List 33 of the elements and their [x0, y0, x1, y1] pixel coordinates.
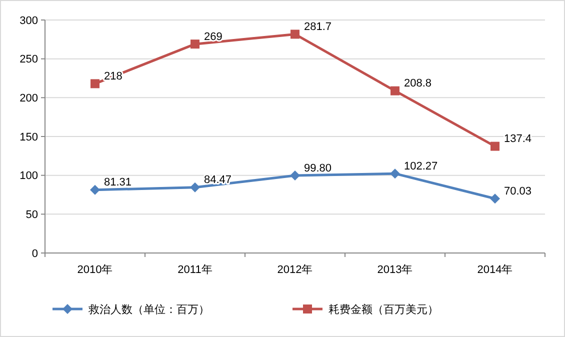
- point: [490, 194, 500, 204]
- y-tick-label: 200: [20, 92, 38, 105]
- point: [490, 142, 500, 151]
- y-tick-label: 150: [20, 131, 38, 144]
- point: [290, 170, 300, 180]
- y-tick-label: 300: [20, 14, 38, 27]
- point: [90, 79, 100, 88]
- data-label: 137.4: [504, 133, 532, 146]
- legend-label: 耗费金额（百万美元）: [328, 302, 438, 316]
- x-tick-label: 2013年: [377, 264, 413, 276]
- x-tick-label: 2012年: [277, 264, 313, 276]
- x-tick-label: 2014年: [477, 264, 513, 276]
- data-label: 81.31: [104, 176, 132, 189]
- x-tick-label: 2010年: [77, 264, 113, 276]
- point: [390, 168, 400, 179]
- y-tick-label: 100: [20, 170, 38, 182]
- data-label: 269: [204, 30, 222, 43]
- data-label: 281.7: [304, 21, 332, 34]
- point: [290, 30, 300, 39]
- point: [390, 86, 400, 96]
- y-tick-label: 0: [32, 248, 38, 260]
- point: [90, 184, 100, 195]
- legend-label: 救治人数（单位：百万）: [88, 302, 210, 316]
- data-label: 70.03: [504, 185, 532, 198]
- y-tick-label: 250: [20, 54, 38, 66]
- data-label: 99.80: [304, 162, 332, 174]
- data-label: 208.8: [404, 78, 432, 90]
- y-tick-label: 50: [26, 209, 38, 222]
- point: [190, 40, 200, 49]
- x-tick-label: 2011年: [178, 264, 212, 276]
- point: [190, 182, 200, 192]
- data-label: 84.47: [204, 174, 232, 186]
- data-label: 102.27: [404, 160, 438, 172]
